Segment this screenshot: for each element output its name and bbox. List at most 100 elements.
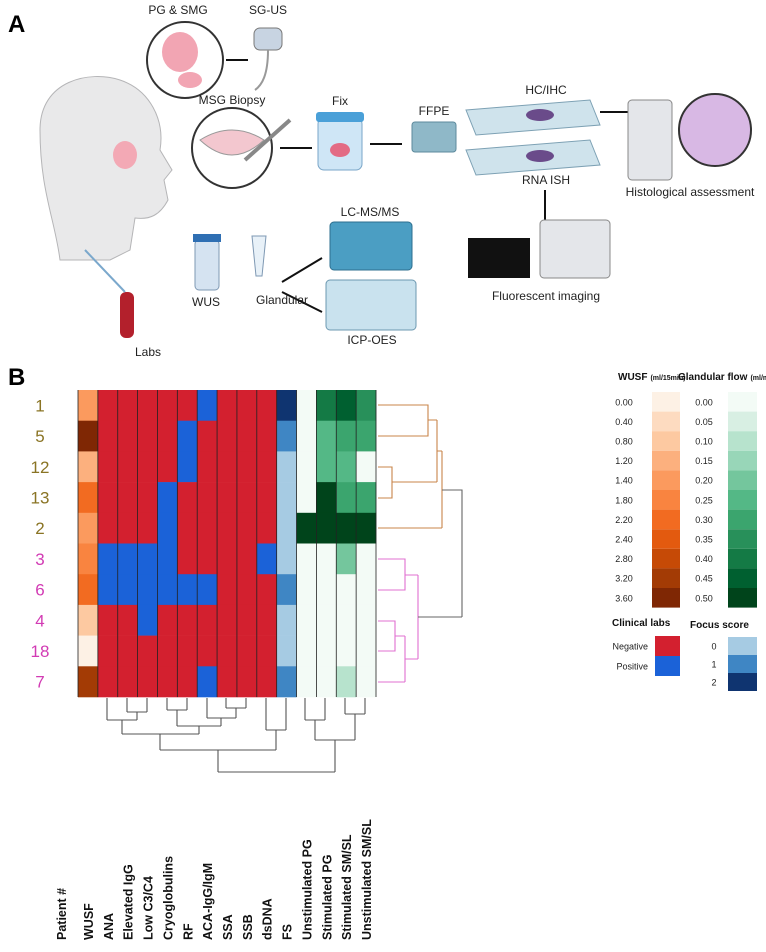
legend-swatch (652, 529, 680, 549)
head (39, 76, 173, 261)
heat-cell (78, 635, 99, 667)
legend-label: 0.05 (695, 417, 713, 427)
heat-cell (236, 666, 258, 698)
heat-cell (356, 512, 377, 544)
tissue (330, 143, 350, 157)
column-label: ACA-IgG/IgM (201, 863, 215, 940)
heat-cell (336, 390, 357, 421)
legend-title: Glandular flow(ml/min) (678, 372, 766, 383)
heat-cell (356, 420, 377, 452)
heat-cell (117, 666, 138, 698)
heat-cell (276, 451, 297, 483)
heat-cell (97, 666, 119, 698)
heat-cell (97, 390, 119, 421)
heat-cell (236, 451, 258, 483)
label: HC/IHC (525, 83, 567, 97)
legend-swatch (652, 470, 680, 490)
legend-swatch (652, 431, 680, 451)
heat-cell (197, 512, 218, 544)
heat-cell (217, 512, 238, 544)
heat-cell (336, 482, 357, 514)
heat-cell (296, 512, 317, 544)
legend-label: 2.20 (615, 515, 633, 525)
legend-label: 1.40 (615, 476, 633, 486)
legend-label: 1.20 (615, 456, 633, 466)
heat-cell (78, 420, 99, 452)
heat-cell (276, 666, 297, 698)
heat-cell (177, 666, 198, 698)
legend-title-text: Focus score (690, 620, 749, 631)
smg (178, 72, 202, 88)
heat-cell (157, 390, 178, 421)
column-dendrogram (106, 698, 366, 773)
heat-cell (356, 666, 377, 698)
heat-cell (137, 512, 158, 544)
column-label: Low C3/C4 (142, 876, 156, 940)
heat-cell (117, 604, 138, 636)
legend-swatch (652, 548, 680, 569)
legend-swatch (728, 548, 757, 569)
heat-cell (296, 543, 317, 575)
legend-label: Negative (612, 642, 648, 652)
wus-tube (194, 239, 220, 291)
column-label: WUSF (82, 903, 96, 940)
scalpel (243, 118, 292, 162)
heat-cell (336, 512, 357, 544)
heat-cell (157, 666, 178, 698)
row-label: 18 (31, 642, 50, 661)
heat-cell (336, 666, 357, 698)
legend-swatch (652, 490, 680, 510)
legend-title: Clinical labs (612, 618, 671, 629)
column-label: SSB (241, 914, 255, 940)
legend-label: 0.40 (615, 417, 633, 427)
heat-cell (336, 635, 357, 667)
heat-cell (217, 543, 238, 575)
pg (162, 32, 198, 72)
row-label: 7 (35, 673, 44, 692)
label: Histological assessment (626, 185, 755, 199)
legend-swatch (728, 655, 757, 673)
legend-label: 0.80 (615, 437, 633, 447)
heat-cell (177, 635, 198, 667)
legend-swatch (655, 636, 680, 656)
heat-cell (217, 574, 238, 606)
heat-cell (316, 666, 337, 698)
heat-cell (217, 635, 238, 667)
heat-cell (117, 390, 138, 421)
lip (199, 129, 265, 156)
heat-cell (137, 543, 158, 575)
heat-cell (256, 420, 277, 452)
legend-label: 2 (711, 678, 716, 688)
heat-cell (78, 604, 99, 636)
cap (193, 234, 221, 242)
heat-cell (78, 574, 99, 606)
heat-cell (117, 451, 138, 483)
panel-label: B (8, 364, 25, 391)
label: WUS (192, 295, 220, 309)
heat-cell (296, 390, 317, 421)
heat-cell (177, 604, 198, 636)
column-label: Unstimulated SM/SL (360, 819, 374, 940)
lid (316, 112, 364, 122)
cassette (411, 121, 457, 153)
heat-cell (336, 604, 357, 636)
label: Glandular (256, 293, 308, 307)
lcms (329, 221, 413, 271)
heat-cell (256, 604, 277, 636)
legend-swatch (728, 450, 757, 471)
heat-cell (236, 482, 258, 514)
heat-cell (177, 390, 198, 421)
heat-cell (296, 420, 317, 452)
label: LC-MS/MS (341, 205, 400, 219)
legend-title: Focus score (690, 620, 749, 631)
legend-label: 0.25 (695, 495, 713, 505)
heat-cell (256, 451, 277, 483)
legend-label: 0.15 (695, 456, 713, 466)
heat-cell (276, 390, 297, 421)
heat-cell (296, 574, 317, 606)
heat-cell (296, 604, 317, 636)
heat-cell (276, 420, 297, 452)
heat-cell (316, 390, 337, 421)
heat-cell (117, 574, 138, 606)
illustration (39, 21, 752, 338)
